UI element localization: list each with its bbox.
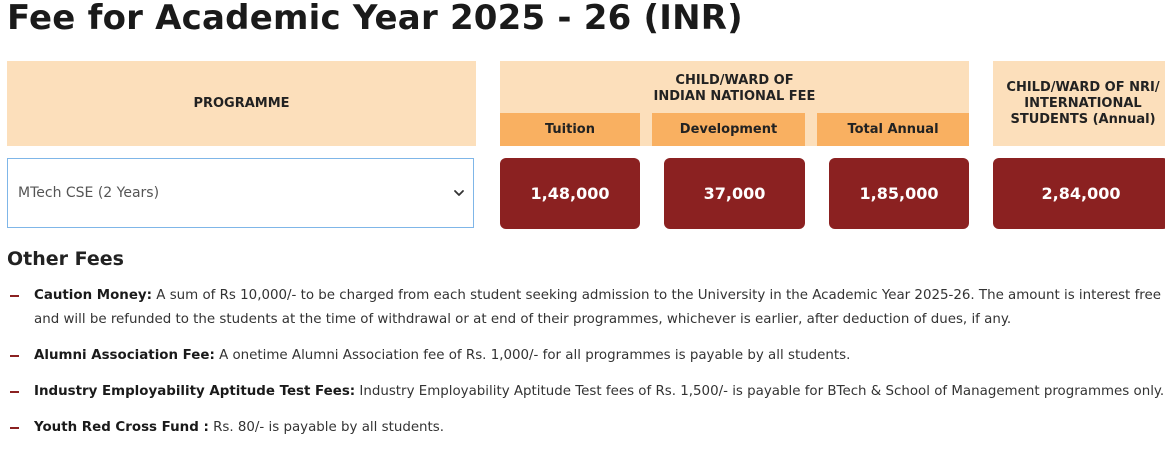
- fee-item-caution-money: Caution Money: A sum of Rs 10,000/- to b…: [0, 284, 1165, 332]
- programme-header-label: PROGRAMME: [193, 96, 290, 111]
- programme-header: PROGRAMME: [7, 61, 476, 146]
- nri-header-line2: INTERNATIONAL: [1024, 95, 1142, 111]
- nri-international-header: CHILD/WARD OF NRI/ INTERNATIONAL STUDENT…: [993, 61, 1165, 146]
- indian-header-line1: CHILD/WARD OF: [675, 73, 794, 88]
- tuition-subheader: Tuition: [500, 113, 640, 146]
- development-value: 37,000: [664, 158, 805, 229]
- programme-select-value: MTech CSE (2 Years): [18, 185, 160, 201]
- fee-item-aptitude-test: Industry Employability Aptitude Test Fee…: [0, 380, 1165, 404]
- dash-bullet-icon: [10, 427, 19, 429]
- tuition-value: 1,48,000: [500, 158, 640, 229]
- indian-header-line2: INDIAN NATIONAL FEE: [653, 89, 816, 104]
- fee-item-youth-red-cross: Youth Red Cross Fund : Rs. 80/- is payab…: [0, 416, 1165, 440]
- fee-text: Rs. 80/- is payable by all students.: [208, 420, 445, 435]
- dash-bullet-icon: [10, 391, 19, 393]
- chevron-down-icon: [454, 190, 464, 196]
- fee-label: Alumni Association Fee:: [34, 348, 215, 363]
- other-fees-title: Other Fees: [7, 248, 124, 270]
- page-title: Fee for Academic Year 2025 - 26 (INR): [7, 0, 743, 38]
- dash-bullet-icon: [10, 355, 19, 357]
- dash-bullet-icon: [10, 295, 19, 297]
- total-annual-value: 1,85,000: [829, 158, 969, 229]
- total-annual-subheader: Total Annual: [817, 113, 969, 146]
- fee-label: Caution Money:: [34, 288, 153, 303]
- indian-national-fee-header: CHILD/WARD OF INDIAN NATIONAL FEE Tuitio…: [500, 61, 969, 146]
- nri-value: 2,84,000: [993, 158, 1165, 229]
- programme-select[interactable]: MTech CSE (2 Years): [7, 158, 474, 228]
- nri-header-line3: STUDENTS (Annual): [1010, 111, 1156, 127]
- development-subheader: Development: [652, 113, 805, 146]
- fee-label: Industry Employability Aptitude Test Fee…: [34, 384, 356, 399]
- fee-label: Youth Red Cross Fund :: [34, 420, 209, 435]
- fee-text: A onetime Alumni Association fee of Rs. …: [214, 348, 851, 363]
- other-fees-list: Caution Money: A sum of Rs 10,000/- to b…: [0, 284, 1165, 452]
- nri-header-line1: CHILD/WARD OF NRI/: [1006, 79, 1160, 95]
- fee-text: Industry Employability Aptitude Test fee…: [355, 384, 1165, 399]
- indian-national-fee-title: CHILD/WARD OF INDIAN NATIONAL FEE: [500, 73, 969, 105]
- fee-text: A sum of Rs 10,000/- to be charged from …: [34, 288, 1161, 327]
- fee-item-alumni-association: Alumni Association Fee: A onetime Alumni…: [0, 344, 1165, 368]
